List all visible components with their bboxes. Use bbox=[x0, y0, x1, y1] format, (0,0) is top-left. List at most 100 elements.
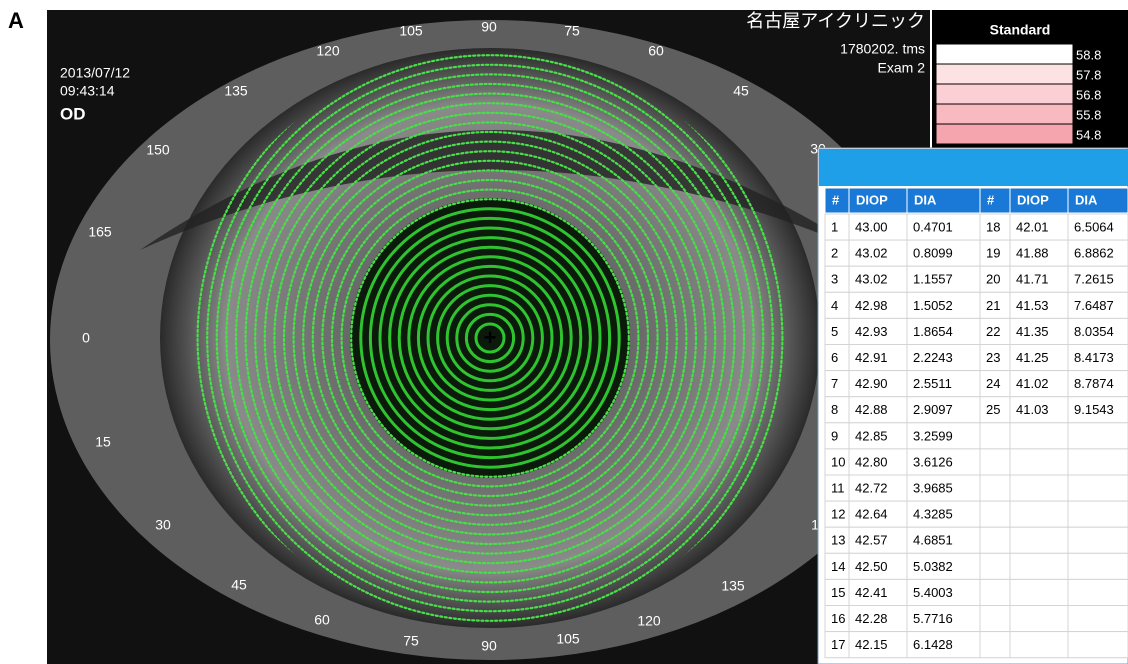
table-cell bbox=[848, 239, 908, 267]
cell-text: 18 bbox=[986, 219, 1000, 234]
cell-text: 42.41 bbox=[855, 585, 888, 600]
table-cell bbox=[906, 605, 981, 633]
scale-level: 57.8 bbox=[1076, 67, 1101, 82]
cell-text: 6.8862 bbox=[1074, 246, 1114, 261]
cell-text: 2.9097 bbox=[913, 402, 953, 417]
cell-text: 43.02 bbox=[855, 272, 888, 287]
table-cell bbox=[906, 239, 981, 267]
header-text: # bbox=[987, 192, 995, 207]
cell-text: 42.80 bbox=[855, 454, 888, 469]
cell-text: 42.72 bbox=[855, 480, 888, 495]
cell-text: 7 bbox=[831, 376, 838, 391]
table-cell bbox=[1009, 578, 1069, 607]
table-cell bbox=[979, 422, 1011, 450]
table-cell bbox=[824, 526, 850, 554]
header-cell bbox=[906, 187, 981, 214]
cell-text: 13 bbox=[831, 533, 845, 548]
table-cell bbox=[979, 344, 1011, 372]
table-cell bbox=[906, 552, 981, 580]
cell-text: 0.4701 bbox=[913, 219, 953, 234]
cell-text: 42.64 bbox=[855, 507, 888, 522]
table-cell bbox=[1067, 474, 1128, 502]
table-cell bbox=[1009, 317, 1069, 345]
placido-ring bbox=[330, 178, 650, 498]
cell-text: 15 bbox=[831, 585, 845, 600]
cell-text: 6.1428 bbox=[913, 637, 953, 652]
placido-ring bbox=[359, 207, 621, 469]
angle-label: 60 bbox=[648, 43, 664, 59]
scale-swatch bbox=[935, 83, 1074, 105]
table-cell bbox=[979, 631, 1011, 659]
cell-text: 5.4003 bbox=[913, 585, 953, 600]
table-cell bbox=[848, 500, 908, 528]
cell-text: 6.5064 bbox=[1074, 219, 1114, 234]
table-cell bbox=[1067, 526, 1128, 554]
table-cell bbox=[1067, 500, 1128, 528]
placido-ring bbox=[378, 226, 602, 450]
header-cell bbox=[1067, 187, 1128, 214]
table-cell bbox=[848, 526, 908, 554]
cell-text: 41.25 bbox=[1016, 350, 1049, 365]
cell-text: 0.8099 bbox=[913, 246, 953, 261]
file-name: 1780202. tms bbox=[840, 41, 925, 57]
table-cell bbox=[979, 474, 1011, 502]
table-cell bbox=[848, 265, 908, 293]
placido-ring bbox=[416, 264, 564, 412]
scale-swatch bbox=[935, 103, 1074, 125]
scale-swatch bbox=[935, 63, 1074, 85]
table-cell bbox=[824, 474, 850, 502]
cell-text: 12 bbox=[831, 507, 845, 522]
angle-label: 120 bbox=[637, 613, 661, 629]
angle-label: 165 bbox=[88, 224, 112, 240]
header-cell bbox=[848, 187, 908, 214]
angle-label: 75 bbox=[403, 633, 419, 649]
date: 2013/07/12 bbox=[60, 65, 130, 81]
table-cell bbox=[824, 265, 850, 293]
placido-ring bbox=[436, 284, 544, 392]
table-cell bbox=[1009, 631, 1069, 659]
table-cell bbox=[906, 370, 981, 398]
placido-ring bbox=[388, 236, 592, 440]
table-cell bbox=[1009, 474, 1069, 502]
table-cell bbox=[824, 422, 850, 450]
cell-text: 3.2599 bbox=[913, 428, 953, 443]
placido-ring bbox=[244, 92, 736, 584]
table-cell bbox=[824, 605, 850, 633]
table-cell bbox=[824, 370, 850, 398]
angle-label: 0 bbox=[82, 330, 90, 346]
time: 09:43:14 bbox=[60, 83, 115, 99]
table-cell bbox=[1067, 344, 1128, 372]
header-text: DIOP bbox=[1017, 192, 1049, 207]
table-cell bbox=[848, 552, 908, 580]
table-cell bbox=[848, 291, 908, 319]
angle-label: 105 bbox=[556, 631, 580, 647]
cell-text: 1.5052 bbox=[913, 298, 953, 313]
cell-text: 41.02 bbox=[1016, 376, 1049, 391]
angle-label: 105 bbox=[399, 23, 423, 39]
table-cell bbox=[906, 422, 981, 450]
cell-text: 41.71 bbox=[1016, 272, 1049, 287]
cell-text: 7.6487 bbox=[1074, 298, 1114, 313]
cell-text: 42.01 bbox=[1016, 219, 1049, 234]
table-cell bbox=[1067, 213, 1128, 241]
cell-text: 21 bbox=[986, 298, 1000, 313]
table-cell bbox=[906, 631, 981, 659]
table-cell bbox=[979, 291, 1011, 319]
placido-ring bbox=[321, 169, 659, 507]
svg-text:+: + bbox=[484, 325, 497, 350]
header-cell bbox=[979, 187, 1011, 214]
angle-label: 45 bbox=[733, 83, 749, 99]
table-cell bbox=[824, 552, 850, 580]
cell-text: 24 bbox=[986, 376, 1000, 391]
header-text: DIA bbox=[1075, 192, 1098, 207]
table-cell bbox=[1067, 448, 1128, 476]
placido-ring bbox=[464, 312, 516, 364]
table-cell bbox=[906, 500, 981, 528]
angle-label: 45 bbox=[231, 577, 247, 593]
scale-level: 58.8 bbox=[1076, 47, 1101, 62]
table-cell bbox=[906, 317, 981, 345]
table-cell bbox=[906, 396, 981, 424]
table-cell bbox=[1067, 239, 1128, 267]
cell-text: 6 bbox=[831, 350, 838, 365]
